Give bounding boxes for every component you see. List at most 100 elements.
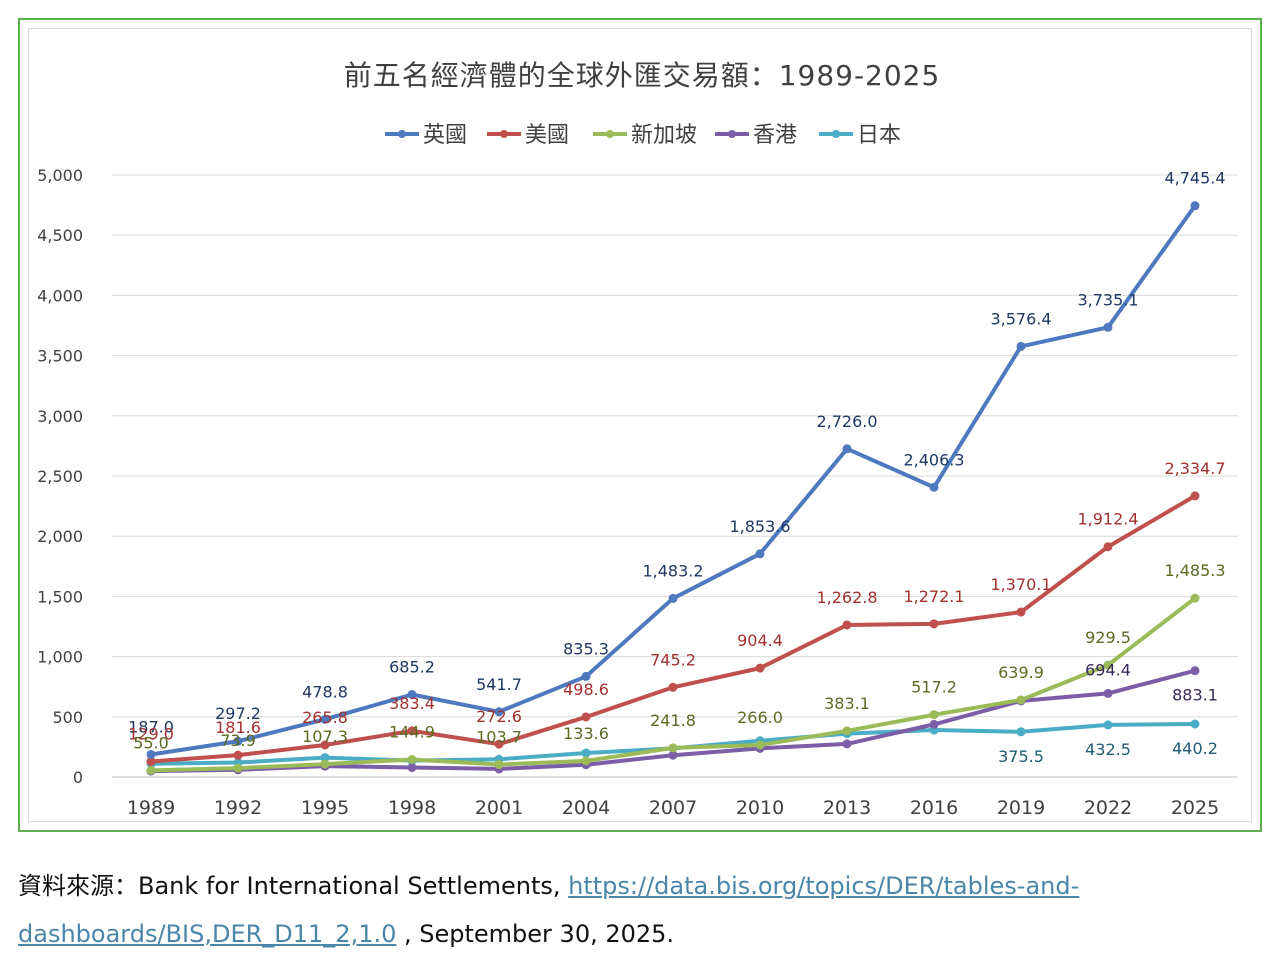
data-point — [494, 760, 504, 770]
source-prefix: 資料來源：Bank for International Settlements, — [18, 872, 569, 900]
y-tick-label: 4,000 — [37, 286, 83, 305]
data-label: 883.1 — [1172, 686, 1218, 705]
source-note-continued: dashboards/BIS,DER_D11_2,1.0 , September… — [18, 920, 674, 948]
legend-label-5: 日本 — [857, 123, 901, 148]
data-point — [320, 740, 330, 750]
source-link[interactable]: https://data.bis.org/topics/DER/tables-a… — [568, 872, 1080, 900]
data-point — [581, 756, 591, 766]
data-label: 187.0 — [128, 717, 174, 736]
data-label: 375.5 — [998, 747, 1044, 766]
data-point — [146, 749, 156, 759]
data-point — [1190, 201, 1200, 211]
y-tick-label: 5,000 — [37, 166, 83, 185]
data-label: 2,334.7 — [1164, 459, 1225, 478]
data-point — [1103, 322, 1113, 332]
data-point — [146, 756, 156, 766]
data-point — [668, 682, 678, 692]
x-tick-label: 1995 — [301, 797, 349, 819]
data-label: 1,853.6 — [729, 517, 790, 536]
data-label: 73.9 — [220, 731, 256, 750]
x-tick-label: 2004 — [562, 797, 610, 819]
x-tick-label: 1992 — [214, 797, 262, 819]
y-tick-label: 3,000 — [37, 407, 83, 426]
x-tick-label: 2025 — [1171, 797, 1219, 819]
data-point — [320, 714, 330, 724]
data-point — [755, 663, 765, 673]
data-point — [233, 750, 243, 760]
data-point — [1190, 719, 1200, 729]
data-label: 639.9 — [998, 663, 1044, 682]
data-point — [842, 726, 852, 736]
data-label: 517.2 — [911, 678, 957, 697]
data-label: 498.6 — [563, 680, 609, 699]
data-label: 265.8 — [302, 708, 348, 727]
legend-label-1: 英國 — [423, 123, 467, 148]
data-label: 181.6 — [215, 718, 261, 737]
data-label: 272.6 — [476, 707, 522, 726]
data-label: 2,406.3 — [903, 450, 964, 469]
data-label: 4,745.4 — [1164, 169, 1225, 188]
data-label: 241.8 — [650, 711, 696, 730]
data-point — [1103, 542, 1113, 552]
data-point — [1103, 660, 1113, 670]
y-tick-label: 500 — [52, 708, 83, 727]
data-point — [581, 748, 591, 758]
y-tick-label: 1,500 — [37, 587, 83, 606]
data-point — [320, 759, 330, 769]
x-tick-label: 2022 — [1084, 797, 1132, 819]
data-point — [1103, 720, 1113, 730]
data-point — [842, 620, 852, 630]
data-point — [929, 482, 939, 492]
data-point — [407, 762, 417, 772]
source-note: 資料來源：Bank for International Settlements,… — [18, 866, 1079, 901]
data-label: 835.3 — [563, 639, 609, 658]
data-label: 929.5 — [1085, 628, 1131, 647]
data-label: 694.4 — [1085, 660, 1131, 679]
data-label: 432.5 — [1085, 740, 1131, 759]
chart-frame: 前五名經濟體的全球外匯交易額：1989-2025 英國 美國 新加坡 香港 日本 0 500 1… — [18, 18, 1262, 832]
data-label: 3,576.4 — [990, 309, 1051, 328]
data-point — [1103, 688, 1113, 698]
data-point — [668, 743, 678, 753]
data-point — [1190, 666, 1200, 676]
data-point — [1016, 695, 1026, 705]
source-link-continued[interactable]: dashboards/BIS,DER_D11_2,1.0 — [18, 920, 397, 948]
data-label: 1,912.4 — [1077, 510, 1138, 529]
data-label: 103.7 — [476, 728, 522, 747]
data-point — [233, 763, 243, 773]
data-label: 478.8 — [302, 682, 348, 701]
legend-label-2: 美國 — [525, 123, 569, 148]
data-point — [1016, 607, 1026, 617]
data-point — [1190, 593, 1200, 603]
data-point — [929, 710, 939, 720]
data-label: 2,726.0 — [816, 412, 877, 431]
x-tick-label: 2013 — [823, 797, 871, 819]
data-label: 541.7 — [476, 675, 522, 694]
x-tick-label: 2001 — [475, 797, 523, 819]
data-label: 1,370.1 — [990, 575, 1051, 594]
data-point — [755, 740, 765, 750]
data-point — [842, 444, 852, 454]
y-tick-label: 2,500 — [37, 467, 83, 486]
data-point — [320, 753, 330, 763]
x-tick-label: 1989 — [127, 797, 175, 819]
data-point — [146, 765, 156, 775]
data-label: 383.1 — [824, 694, 870, 713]
source-suffix: , September 30, 2025. — [396, 920, 675, 948]
chart-title: 前五名經濟體的全球外匯交易額：1989-2025 — [344, 59, 941, 92]
x-tick-label: 2010 — [736, 797, 784, 819]
data-point — [668, 593, 678, 603]
data-label: 745.2 — [650, 650, 696, 669]
legend-label-3: 新加坡 — [631, 123, 697, 148]
data-point — [929, 719, 939, 729]
line-chart: 前五名經濟體的全球外匯交易額：1989-2025 英國 美國 新加坡 香港 日本 0 500 1… — [37, 59, 1238, 819]
legend-marker-5 — [832, 130, 840, 138]
legend-marker-2 — [500, 130, 508, 138]
data-point — [407, 726, 417, 736]
data-label: 383.4 — [389, 694, 435, 713]
data-label: 904.4 — [737, 631, 783, 650]
data-label: 297.2 — [215, 704, 261, 723]
data-point — [755, 549, 765, 559]
y-tick-label: 0 — [73, 768, 83, 787]
data-point — [1190, 491, 1200, 501]
